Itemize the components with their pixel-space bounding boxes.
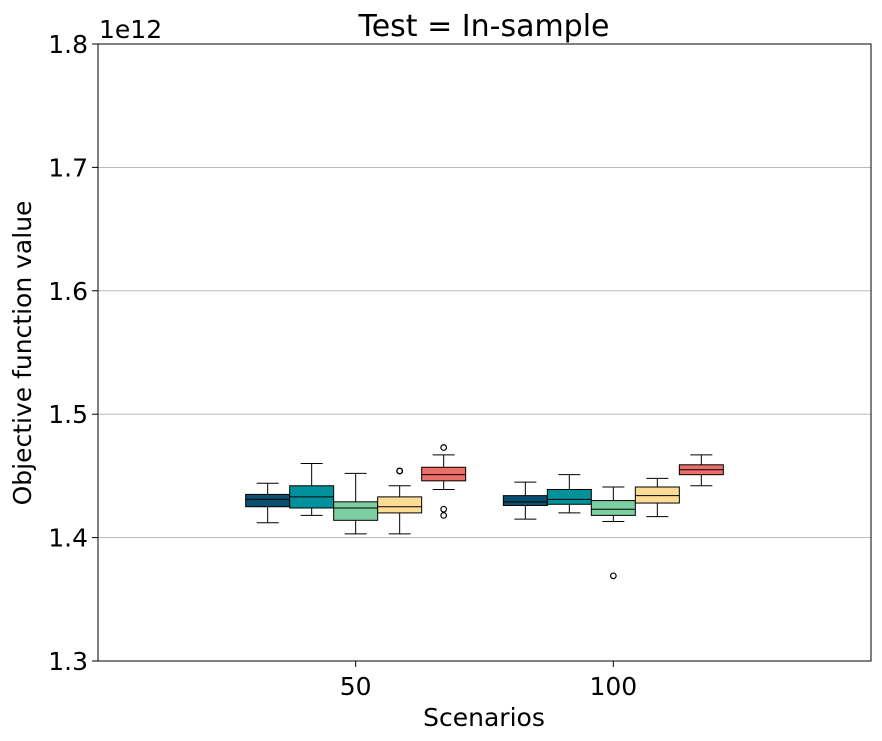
box-100-series-2 <box>546 474 592 514</box>
iqr-box <box>421 466 467 482</box>
plot-frame <box>97 43 872 662</box>
y-axis-ticks: 1.3 1.4 1.5 1.6 1.7 1.8 <box>48 30 98 676</box>
box-series <box>245 444 724 580</box>
y-axis-label: Objective function value <box>8 201 37 506</box>
box-100-series-5 <box>678 454 724 487</box>
y-tick-label: 1.4 <box>48 524 88 553</box>
iqr-box <box>590 500 636 516</box>
x-tick-label: 50 <box>340 672 372 701</box>
x-axis-label: Scenarios <box>423 703 545 732</box>
y-tick-label: 1.8 <box>48 30 88 59</box>
iqr-box <box>502 495 548 507</box>
iqr-box <box>634 486 680 504</box>
box-50-series-2 <box>289 463 335 516</box>
iqr-box <box>245 493 291 508</box>
iqr-box <box>546 488 592 505</box>
box-100-series-4 <box>634 477 680 518</box>
box-50-series-3 <box>333 472 379 535</box>
y-tick-label: 1.7 <box>48 153 88 182</box>
outlier-point <box>609 572 617 580</box>
chart-title: Test = In-sample <box>357 9 609 44</box>
y-tick-label: 1.3 <box>48 647 88 676</box>
box-100-series-1 <box>502 481 548 520</box>
outlier-point <box>396 467 404 475</box>
grid-lines <box>98 43 871 662</box>
box-50-series-4 <box>377 467 423 535</box>
y-axis-offset-label: 1e12 <box>99 15 162 44</box>
iqr-box <box>333 501 379 521</box>
box-50-series-5 <box>421 444 467 519</box>
y-tick-label: 1.5 <box>48 400 88 429</box>
y-tick-label: 1.6 <box>48 277 88 306</box>
x-axis-ticks: 50 100 <box>340 661 637 701</box>
iqr-box <box>377 496 423 514</box>
box-50-series-1 <box>245 482 291 524</box>
x-tick-label: 100 <box>589 672 637 701</box>
outlier-point <box>440 505 448 513</box>
outlier-point <box>440 444 448 451</box>
outlier-point <box>440 511 448 519</box>
box-100-series-3 <box>590 486 636 580</box>
